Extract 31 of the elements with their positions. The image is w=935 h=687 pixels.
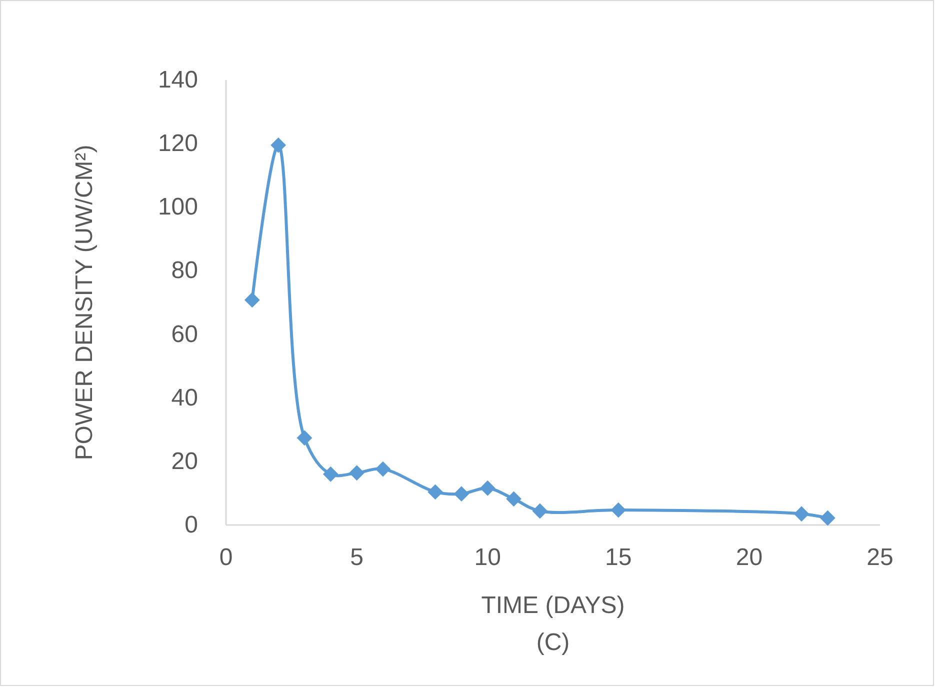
x-tick-label: 25 xyxy=(866,544,894,571)
point xyxy=(375,462,390,477)
y-tick-label: 120 xyxy=(158,130,198,158)
point xyxy=(480,480,496,496)
x-tick-label: 20 xyxy=(736,544,763,571)
y-tick-label: 100 xyxy=(158,194,198,221)
point xyxy=(244,292,260,308)
y-tick-label: 20 xyxy=(171,448,198,475)
point xyxy=(610,502,626,518)
point xyxy=(296,430,312,446)
y-tick-label: 0 xyxy=(184,512,198,538)
x-tick-label: 15 xyxy=(605,544,632,571)
point xyxy=(532,504,548,519)
x-tick-label: 10 xyxy=(474,544,501,571)
y-tick-label: 80 xyxy=(171,257,198,284)
y-tick-label: 140 xyxy=(158,66,198,94)
point xyxy=(794,506,810,522)
text: (C) xyxy=(536,629,570,656)
point xyxy=(428,484,443,500)
y-axis-title: POWER DENSITY (UW/CM²) xyxy=(71,144,98,460)
x-tick-label: 5 xyxy=(350,544,364,571)
x-tick-label: 0 xyxy=(219,544,233,571)
point xyxy=(506,491,522,506)
x-axis-title: TIME (DAYS) xyxy=(481,592,625,619)
point xyxy=(270,138,286,153)
point xyxy=(349,465,364,480)
y-tick-label: 40 xyxy=(171,384,198,412)
point xyxy=(820,510,836,526)
point xyxy=(323,466,338,482)
y-tick-label: 60 xyxy=(171,320,198,348)
point xyxy=(454,486,469,502)
